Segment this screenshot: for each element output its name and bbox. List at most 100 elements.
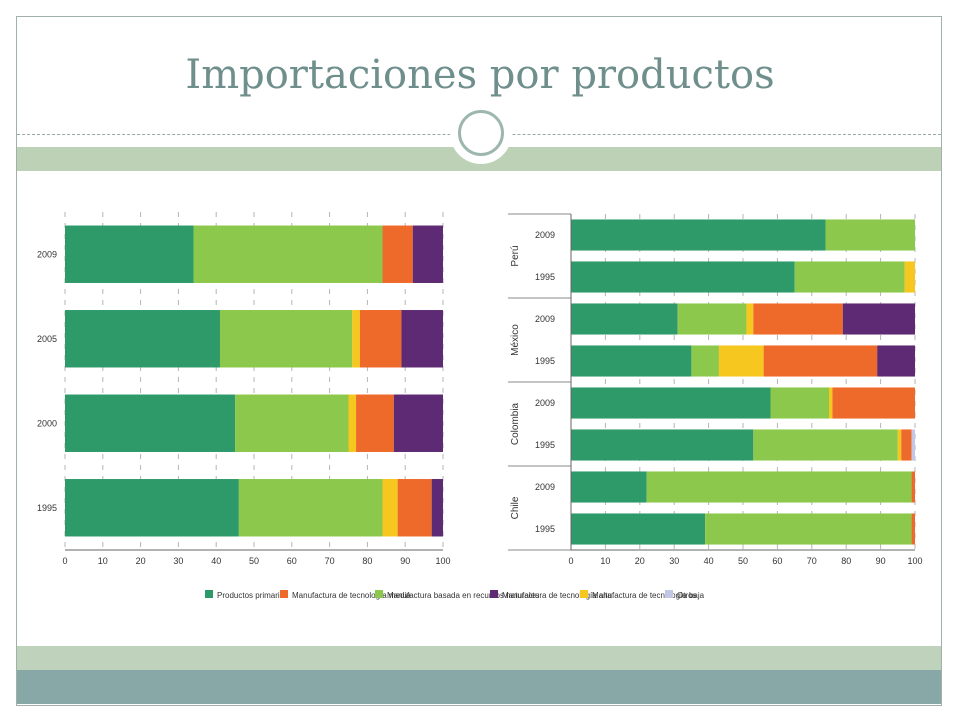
- bar-segment: [842, 303, 915, 335]
- group-label: México: [510, 324, 521, 356]
- x-tick-label: 10: [98, 556, 108, 566]
- bar-segment: [691, 345, 719, 377]
- category-label: 2009: [535, 314, 555, 324]
- category-label: 1995: [535, 524, 555, 534]
- category-label: 1995: [535, 440, 555, 450]
- bar-segment: [348, 394, 357, 452]
- x-tick-label: 60: [287, 556, 297, 566]
- group-label: Colombia: [510, 402, 521, 445]
- legend-label: Otros: [677, 591, 697, 600]
- category-label: 1995: [535, 356, 555, 366]
- legend-label: Manufactura de tecnología media: [292, 591, 411, 600]
- bar-segment: [763, 345, 878, 377]
- bar-segment: [65, 225, 194, 283]
- x-tick-label: 30: [173, 556, 183, 566]
- legend: Productos primarios Manufactura de tecnol…: [205, 590, 705, 600]
- x-tick-label: 30: [669, 556, 679, 566]
- x-tick-label: 10: [600, 556, 610, 566]
- x-tick-label: 20: [136, 556, 146, 566]
- bar-segment: [359, 310, 402, 368]
- bar-segment: [65, 310, 220, 368]
- x-tick-label: 40: [704, 556, 714, 566]
- bottom-band-dark: [17, 670, 941, 704]
- chart-2: 0 10 20 30 40 50 60 70 80 90 100 2009 1995 2009 1995 20…: [508, 213, 923, 566]
- legend-label: Manufactura de tecnología baja: [592, 591, 705, 600]
- bar-segment: [901, 429, 912, 461]
- x-tick-label: 50: [249, 556, 259, 566]
- x-tick-label: 80: [841, 556, 851, 566]
- group-label: Perú: [510, 245, 521, 266]
- legend-label: Manufactura de tecnología alta: [502, 591, 612, 600]
- bar-segment: [238, 479, 383, 537]
- bar-segment: [393, 394, 443, 452]
- x-tick-label: 90: [876, 556, 886, 566]
- x-tick-label: 0: [62, 556, 67, 566]
- bar-segment: [571, 345, 692, 377]
- bar-segment: [571, 513, 706, 545]
- legend-label: Manufactura basada en recursos naturales: [387, 591, 539, 600]
- legend-swatch: [580, 590, 588, 598]
- bar-segment: [193, 225, 383, 283]
- category-label: 1995: [37, 503, 57, 513]
- x-tick-label: 40: [211, 556, 221, 566]
- bar-segment: [571, 471, 647, 503]
- bar-segment: [412, 225, 443, 283]
- bar-segment: [877, 345, 915, 377]
- stacked-bar-charts: 0 10 20 30 40 50 60 70 80 90 100 2009 2005 2000 1995 0 1…: [37, 212, 923, 600]
- x-tick-label: 60: [772, 556, 782, 566]
- x-tick-label: 90: [400, 556, 410, 566]
- bar-segment: [352, 310, 360, 368]
- category-label: 1995: [535, 272, 555, 282]
- x-tick-label: 80: [362, 556, 372, 566]
- category-label: 2005: [37, 334, 57, 344]
- x-tick-label: 50: [738, 556, 748, 566]
- bottom-band-light: [17, 646, 941, 670]
- chart-area: 0 10 20 30 40 50 60 70 80 90 100 2009 2005 2000 1995 0 1…: [30, 190, 930, 630]
- bar-segment: [911, 513, 915, 545]
- category-label: 2009: [37, 249, 57, 259]
- bar-segment: [571, 303, 678, 335]
- bar-segment: [677, 303, 747, 335]
- legend-swatch: [205, 590, 213, 598]
- legend-swatch: [665, 590, 673, 598]
- bar-segment: [911, 429, 915, 461]
- bar-segment: [235, 394, 349, 452]
- bar-segment: [753, 429, 898, 461]
- bar-segment: [382, 479, 398, 537]
- bar-segment: [382, 225, 413, 283]
- bar-segment: [832, 387, 915, 419]
- circle-ornament-icon: [458, 110, 504, 156]
- bar-segment: [431, 479, 443, 537]
- x-tick-label: 100: [907, 556, 922, 566]
- bar-segment: [571, 387, 771, 419]
- bar-segment: [718, 345, 764, 377]
- bar-segment: [356, 394, 394, 452]
- bar-segment: [829, 387, 833, 419]
- category-label: 2000: [37, 418, 57, 428]
- x-tick-label: 20: [635, 556, 645, 566]
- category-label: 2009: [535, 398, 555, 408]
- bar-segment: [794, 261, 905, 293]
- bar-segment: [770, 387, 829, 419]
- chart-1: 0 10 20 30 40 50 60 70 80 90 100 2009 2005 2000 1995: [37, 212, 451, 566]
- bar-segment: [911, 471, 915, 503]
- bar-segment: [753, 303, 843, 335]
- x-tick-label: 0: [568, 556, 573, 566]
- legend-swatch: [490, 590, 498, 598]
- bar-segment: [571, 219, 826, 251]
- x-tick-label: 100: [435, 556, 450, 566]
- slide-title: Importaciones por productos: [185, 52, 775, 98]
- bar-segment: [646, 471, 912, 503]
- bar-segment: [571, 429, 754, 461]
- bar-segment: [746, 303, 754, 335]
- bar-segment: [897, 429, 902, 461]
- bar-segment: [705, 513, 912, 545]
- bar-segment: [904, 261, 915, 293]
- legend-swatch: [375, 590, 383, 598]
- bar-segment: [571, 261, 795, 293]
- group-label: Chile: [510, 496, 521, 519]
- legend-label: Productos primarios: [217, 591, 288, 600]
- x-tick-label: 70: [325, 556, 335, 566]
- slide-frame: [16, 16, 942, 706]
- x-tick-label: 70: [807, 556, 817, 566]
